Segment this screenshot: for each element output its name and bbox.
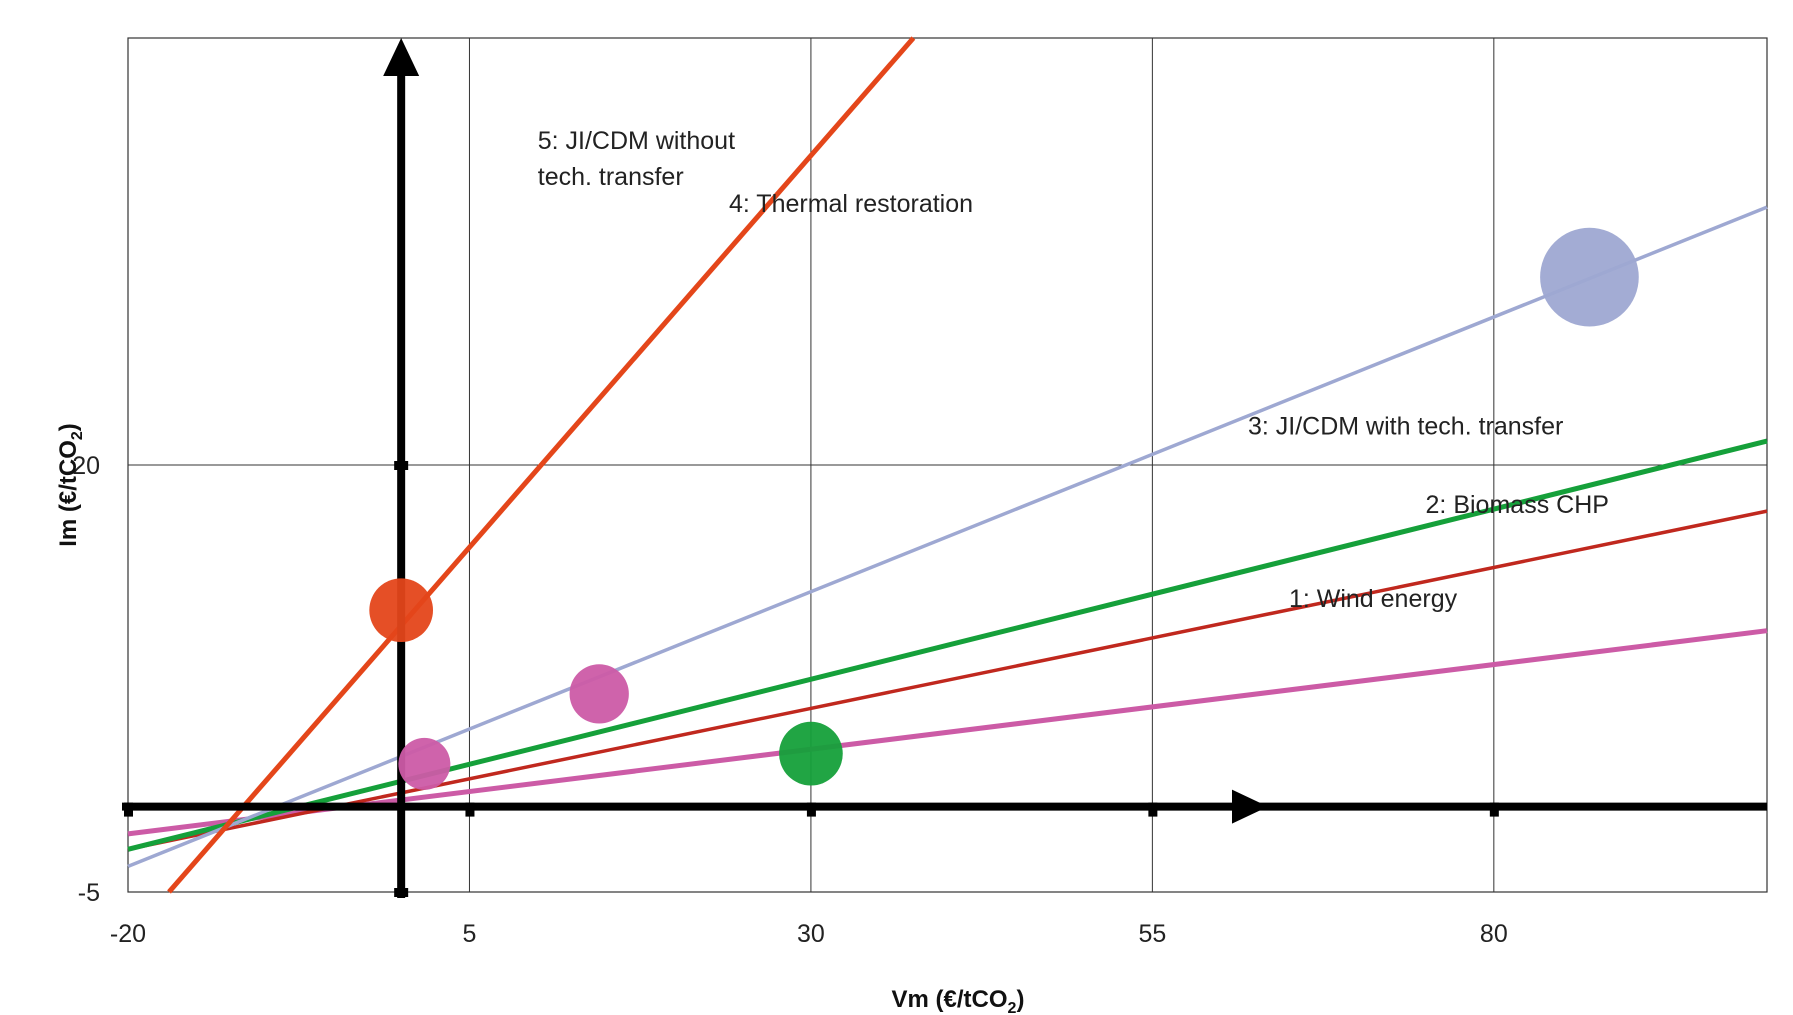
y-axis-title: Im (€/tCO2)	[55, 423, 86, 547]
bubble-series-1	[398, 737, 451, 790]
y-axis-tick-mark	[394, 461, 409, 470]
y-axis-tick-mark	[394, 888, 409, 897]
annotation-label: 3: JI/CDM with tech. transfer	[1248, 412, 1563, 440]
annotation-line: 3: JI/CDM with tech. transfer	[1248, 412, 1563, 440]
x-axis-title: Vm (€/tCO2)	[892, 986, 1025, 1015]
tick-labels: -20 5 30 55 80 20 -5	[72, 452, 1508, 948]
annotation-line: 4: Thermal restoration	[729, 190, 973, 218]
series-annotations: 5: JI/CDM without tech. transfer 4: Therma…	[538, 127, 1609, 613]
annotation-line: 2: Biomass CHP	[1426, 491, 1609, 519]
series-line-2	[127, 509, 1768, 852]
x-axis-tick-mark	[806, 802, 816, 817]
x-axis-tick-mark	[124, 802, 133, 817]
bubble-series-4	[1540, 227, 1639, 327]
annotation-label: 4: Thermal restoration	[729, 190, 973, 218]
annotation-line: tech. transfer	[538, 163, 684, 191]
annotation-line: 5: JI/CDM without	[538, 127, 735, 155]
annotation-line: 1: Wind energy	[1289, 585, 1458, 613]
bubbles	[369, 227, 1639, 790]
series-line-5	[167, 36, 916, 894]
series-line-4	[127, 205, 1768, 869]
x-axis-tick-mark	[465, 802, 475, 817]
annotation-label: 5: JI/CDM without tech. transfer	[538, 127, 735, 191]
annotation-label: 2: Biomass CHP	[1426, 491, 1609, 519]
y-tick-label: -5	[78, 879, 100, 907]
x-tick-label: -20	[110, 920, 146, 948]
y-axis-arrow	[383, 38, 420, 76]
x-tick-label: 5	[463, 920, 477, 948]
y-tick-label: 20	[72, 452, 100, 480]
bubble-series-1	[569, 664, 629, 724]
x-axis-tick-mark	[1489, 802, 1499, 817]
x-tick-label: 55	[1138, 920, 1166, 948]
annotation-label: 1: Wind energy	[1289, 585, 1458, 613]
x-tick-label: 30	[797, 920, 825, 948]
grid	[127, 37, 1768, 893]
x-tick-label: 80	[1480, 920, 1508, 948]
x-axis-arrow	[1232, 789, 1268, 824]
bubble-series-5	[369, 578, 434, 643]
x-axis-tick-mark	[1148, 802, 1158, 817]
bubble-series-3	[779, 721, 843, 786]
